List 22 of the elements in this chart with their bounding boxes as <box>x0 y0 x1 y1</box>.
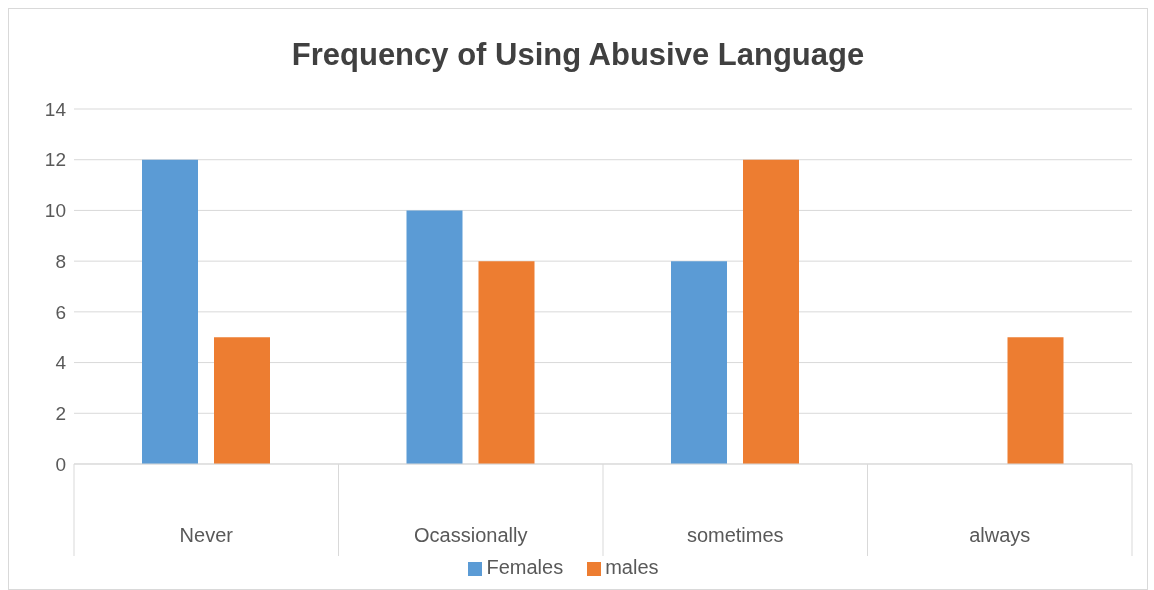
y-tick-label: 10 <box>44 200 66 222</box>
x-tick-label: Never <box>179 524 234 546</box>
bar <box>406 210 463 464</box>
x-tick-label: sometimes <box>686 524 784 546</box>
y-tick-label: 2 <box>55 403 66 425</box>
bar <box>214 337 270 464</box>
bar <box>478 261 535 464</box>
y-tick-label: 6 <box>55 301 66 323</box>
y-tick-label: 14 <box>44 98 67 120</box>
bar <box>671 261 727 464</box>
y-tick-label: 8 <box>55 250 66 272</box>
y-tick-label: 0 <box>55 453 66 475</box>
bar <box>1007 337 1064 464</box>
legend-label: males <box>605 556 659 578</box>
bar <box>743 159 799 464</box>
bar <box>142 159 198 464</box>
x-tick-label: Ocassionally <box>414 524 528 546</box>
y-tick-label: 4 <box>55 352 67 374</box>
chart-title: Frequency of Using Abusive Language <box>290 37 866 73</box>
y-tick-label: 12 <box>44 149 66 171</box>
x-tick-label: always <box>969 524 1031 546</box>
legend-label: Females <box>486 556 564 578</box>
